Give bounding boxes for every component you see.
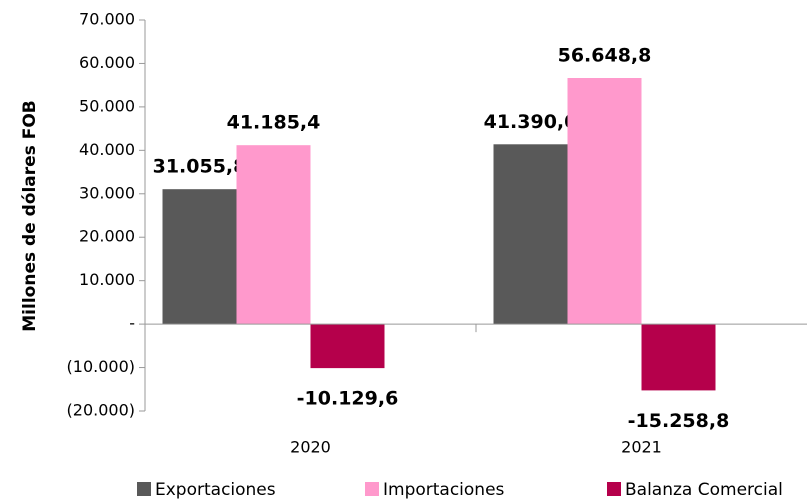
- y-tick-label: 10.000: [79, 270, 135, 289]
- x-tick-label: 2020: [290, 438, 331, 457]
- y-tick-label: 60.000: [79, 53, 135, 72]
- y-tick-label: 30.000: [79, 183, 135, 202]
- y-tick-label: (20.000): [67, 401, 135, 420]
- y-tick-label: 50.000: [79, 96, 135, 115]
- bar: [641, 324, 716, 391]
- legend-swatch: [365, 482, 379, 496]
- y-tick-label: 70.000: [79, 10, 135, 29]
- data-label: 31.055,8: [153, 156, 247, 178]
- legend-swatch: [137, 482, 151, 496]
- y-tick-label: 20.000: [79, 227, 135, 246]
- legend-label: Importaciones: [383, 480, 505, 500]
- bar: [567, 78, 642, 325]
- data-label: -15.258,8: [628, 410, 730, 432]
- data-label: 41.185,4: [227, 112, 321, 134]
- data-label: 56.648,8: [558, 45, 652, 67]
- legend-swatch: [607, 482, 621, 496]
- data-label: 41.390,0: [484, 111, 578, 133]
- y-tick-label: (10.000): [67, 357, 135, 376]
- bar: [493, 144, 568, 325]
- y-axis-label: Millones de dólares FOB: [20, 100, 40, 331]
- bar: [162, 189, 237, 325]
- legend-label: Balanza Comercial: [625, 480, 783, 500]
- bar: [236, 145, 311, 325]
- y-tick-label: 40.000: [79, 140, 135, 159]
- x-tick-label: 2021: [621, 438, 662, 457]
- legend-label: Exportaciones: [155, 480, 276, 500]
- y-tick-label: -: [129, 314, 135, 333]
- bar: [310, 324, 385, 369]
- data-label: -10.129,6: [297, 388, 399, 410]
